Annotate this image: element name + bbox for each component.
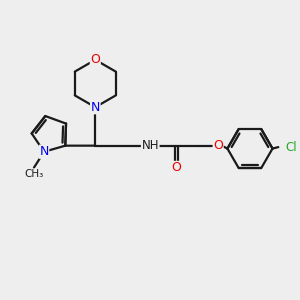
- Text: NH: NH: [142, 139, 159, 152]
- Text: O: O: [90, 53, 100, 66]
- Text: CH₃: CH₃: [24, 169, 44, 179]
- Text: Cl: Cl: [285, 141, 297, 154]
- Text: N: N: [39, 145, 49, 158]
- Text: N: N: [91, 101, 100, 114]
- Text: O: O: [171, 161, 181, 174]
- Text: O: O: [213, 139, 223, 152]
